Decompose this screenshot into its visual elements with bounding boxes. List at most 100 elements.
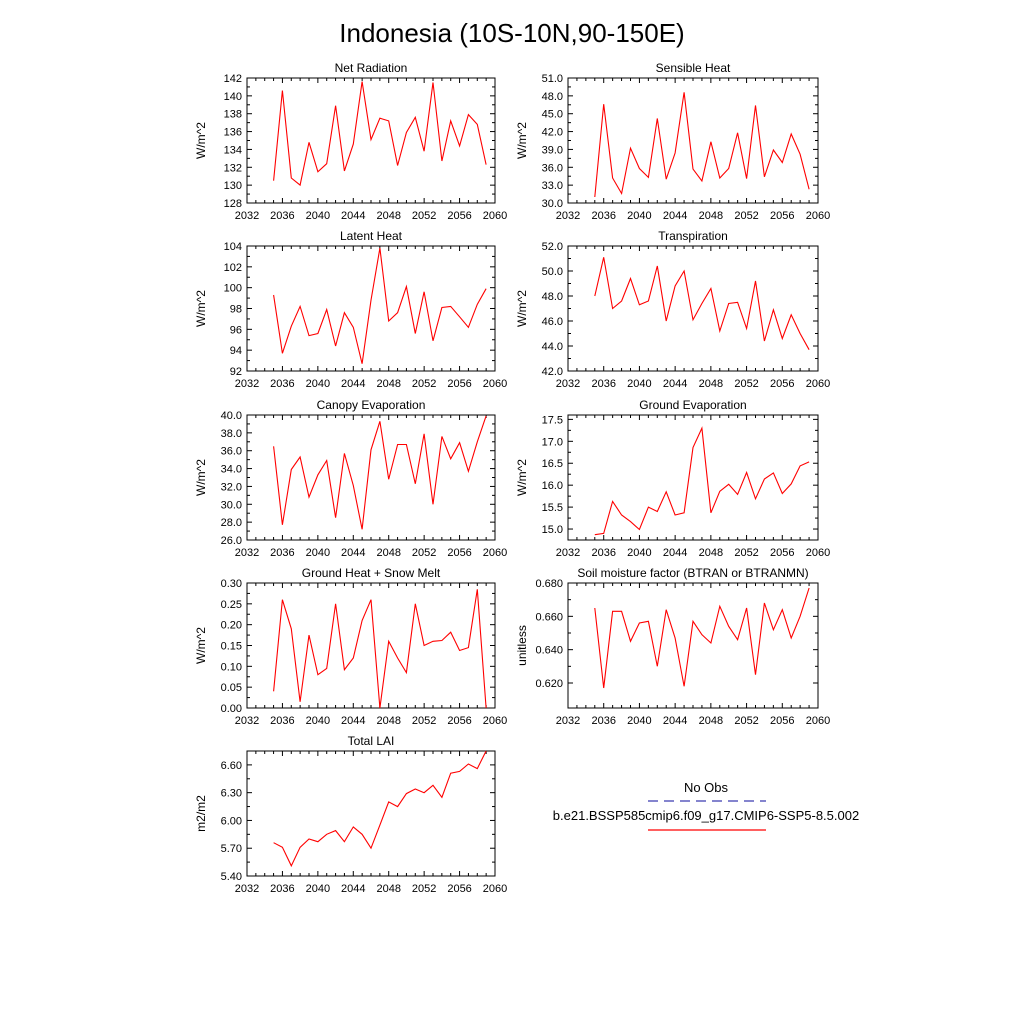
plot-frame [246, 750, 496, 877]
y-tick-label: 42.0 [542, 127, 563, 139]
y-tick-label: 6.60 [221, 760, 242, 772]
x-tick-label: 2040 [627, 715, 651, 727]
y-tick-label: 48.0 [542, 91, 563, 103]
y-tick-label: 104 [224, 241, 242, 253]
y-tick-label: 0.30 [221, 578, 242, 590]
y-axis-label: unitless [515, 625, 529, 666]
panel-title: Sensible Heat [656, 61, 731, 75]
panel-title: Net Radiation [335, 61, 408, 75]
legend: No Obs b.e21.BSSP585cmip6.f09_g17.CMIP6-… [553, 780, 859, 831]
x-tick-label: 2056 [447, 715, 471, 727]
x-tick-label: 2044 [663, 210, 687, 222]
y-tick-label: 15.5 [542, 502, 563, 514]
y-axis-label: m2/m2 [194, 795, 208, 832]
x-tick-label: 2052 [412, 547, 436, 559]
x-tick-label: 2056 [770, 715, 794, 727]
x-tick-label: 2044 [663, 378, 687, 390]
y-tick-label: 102 [224, 262, 242, 274]
y-tick-label: 16.0 [542, 480, 563, 492]
x-tick-label: 2044 [341, 547, 365, 559]
x-tick-label: 2052 [734, 715, 758, 727]
series-line [594, 257, 810, 350]
x-tick-label: 2048 [376, 210, 400, 222]
series-line [273, 415, 487, 530]
plot-frame [246, 245, 496, 372]
y-tick-label: 36.0 [221, 446, 242, 458]
x-tick-label: 2040 [306, 210, 330, 222]
x-tick-label: 2040 [306, 715, 330, 727]
chart-panel: Canopy Evaporation W/m^2 2032 2036 2040 2044 2… [194, 398, 507, 559]
x-tick-label: 2044 [341, 210, 365, 222]
series-line [273, 248, 487, 364]
chart-panel: Transpiration W/m^2 2032 2036 2040 2044 2048 20… [515, 229, 830, 390]
y-tick-label: 138 [224, 109, 242, 121]
y-tick-label: 0.00 [221, 703, 242, 715]
plot-frame [567, 77, 819, 204]
y-tick-label: 132 [224, 162, 242, 174]
x-tick-label: 2036 [270, 210, 294, 222]
series-line [273, 589, 487, 709]
plot-frame [567, 582, 819, 709]
y-tick-label: 100 [224, 283, 242, 295]
x-tick-label: 2060 [483, 547, 507, 559]
plot-frame [567, 414, 819, 541]
x-tick-label: 2044 [341, 378, 365, 390]
panel-title: Total LAI [348, 734, 395, 748]
x-tick-label: 2060 [483, 378, 507, 390]
y-axis-label: W/m^2 [194, 122, 208, 159]
x-tick-label: 2032 [235, 715, 259, 727]
y-tick-label: 48.0 [542, 291, 563, 303]
y-tick-label: 39.0 [542, 144, 563, 156]
y-tick-label: 28.0 [221, 517, 242, 529]
y-tick-label: 0.680 [535, 578, 563, 590]
y-axis-label: W/m^2 [194, 459, 208, 496]
x-tick-label: 2032 [235, 883, 259, 895]
series-line [594, 587, 810, 689]
y-tick-label: 30.0 [542, 198, 563, 210]
x-tick-label: 2060 [806, 547, 830, 559]
x-tick-label: 2048 [376, 883, 400, 895]
x-tick-label: 2056 [447, 210, 471, 222]
y-tick-label: 6.30 [221, 788, 242, 800]
x-tick-label: 2056 [770, 547, 794, 559]
y-tick-label: 51.0 [542, 73, 563, 85]
chart-panel: Ground Heat + Snow Melt W/m^2 2032 2036 2040… [194, 566, 507, 727]
x-tick-label: 2056 [770, 210, 794, 222]
y-tick-label: 0.10 [221, 661, 242, 673]
y-tick-label: 0.15 [221, 641, 242, 653]
legend-model-label: b.e21.BSSP585cmip6.f09_g17.CMIP6-SSP5-8.… [553, 808, 859, 823]
y-tick-label: 98 [230, 304, 242, 316]
y-tick-label: 32.0 [221, 481, 242, 493]
panel-title: Canopy Evaporation [317, 398, 426, 412]
x-tick-label: 2044 [341, 715, 365, 727]
panel-title: Ground Heat + Snow Melt [302, 566, 441, 580]
figure-title: Indonesia (10S-10N,90-150E) [339, 18, 684, 48]
y-tick-label: 5.70 [221, 843, 242, 855]
x-tick-label: 2044 [663, 547, 687, 559]
y-tick-label: 130 [224, 180, 242, 192]
x-tick-label: 2056 [447, 883, 471, 895]
y-tick-label: 136 [224, 127, 242, 139]
chart-panel: Sensible Heat W/m^2 2032 2036 2040 2044 2048 20… [515, 61, 830, 222]
x-tick-label: 2052 [734, 210, 758, 222]
x-tick-label: 2032 [556, 715, 580, 727]
series-line [273, 750, 487, 868]
x-tick-label: 2060 [806, 378, 830, 390]
y-axis-label: W/m^2 [194, 290, 208, 327]
panel-title: Transpiration [658, 229, 728, 243]
x-tick-label: 2036 [591, 715, 615, 727]
y-axis-label: W/m^2 [515, 459, 529, 496]
x-tick-label: 2040 [627, 378, 651, 390]
y-tick-label: 92 [230, 366, 242, 378]
y-tick-label: 6.00 [221, 815, 242, 827]
y-axis-label: W/m^2 [515, 122, 529, 159]
y-tick-label: 26.0 [221, 535, 242, 547]
plot-frame [246, 414, 496, 541]
x-tick-label: 2040 [627, 547, 651, 559]
x-tick-label: 2036 [591, 547, 615, 559]
y-tick-label: 140 [224, 91, 242, 103]
y-tick-label: 0.05 [221, 682, 242, 694]
y-tick-label: 17.0 [542, 436, 563, 448]
y-tick-label: 0.640 [535, 645, 563, 657]
x-tick-label: 2048 [699, 547, 723, 559]
